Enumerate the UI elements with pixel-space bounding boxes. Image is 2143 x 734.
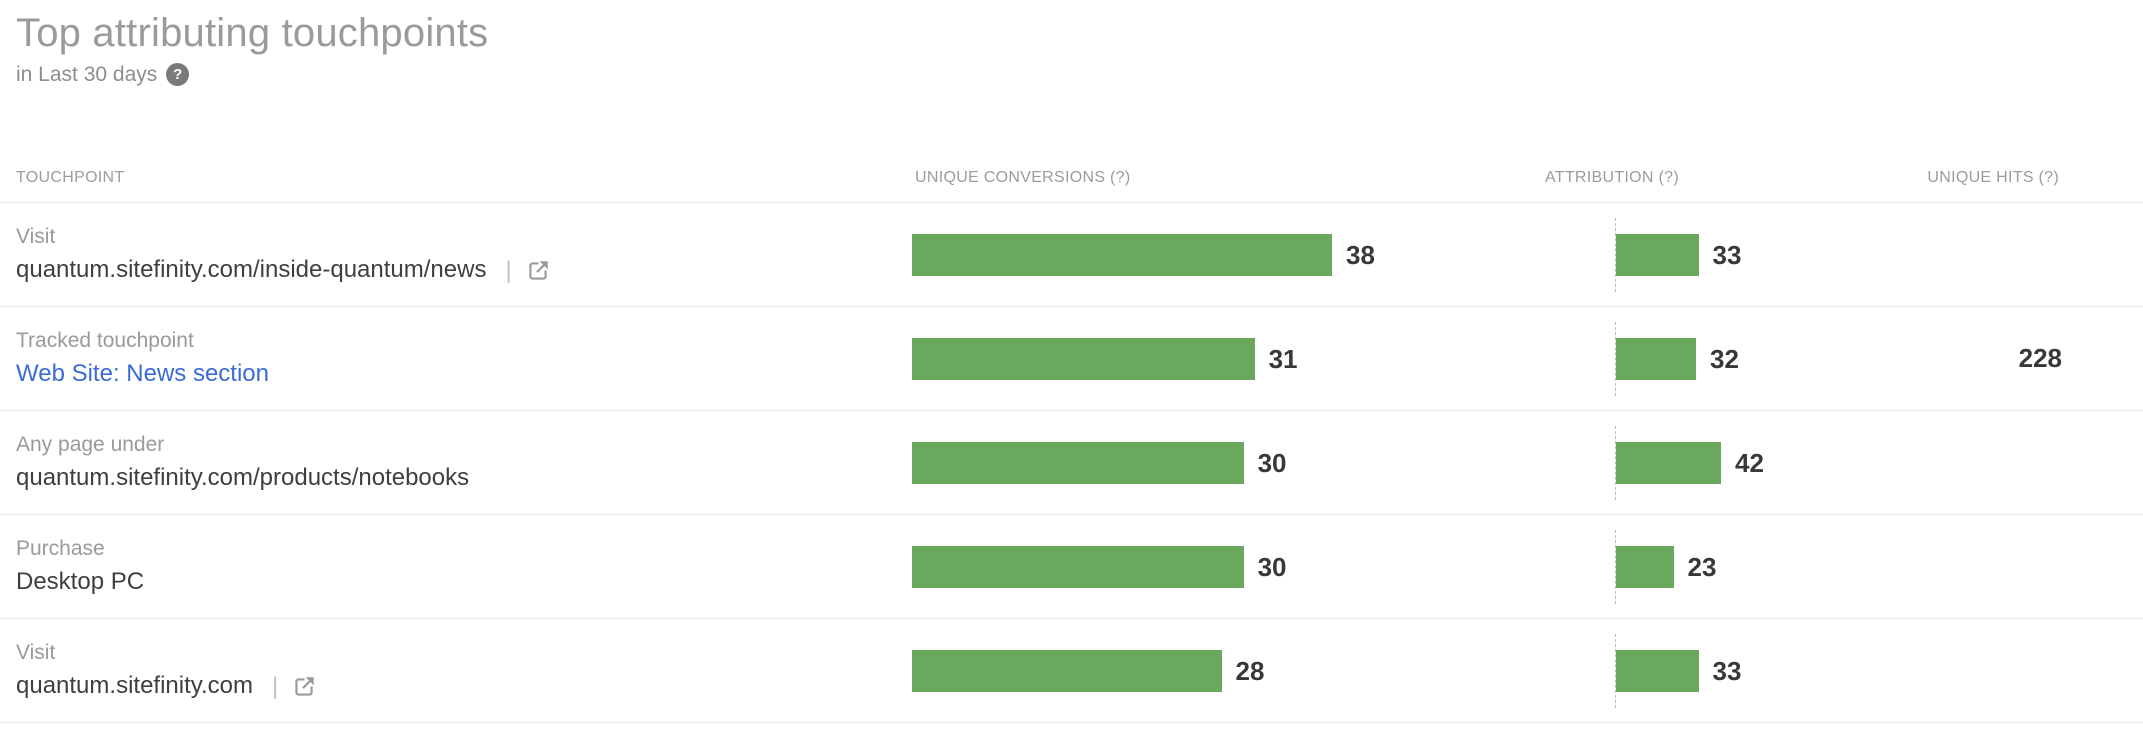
column-header-unique-hits: UNIQUE HITS (?): [1927, 169, 2059, 187]
attribution-value: 33: [1712, 239, 1742, 270]
attribution-cell: 23: [1515, 515, 1860, 618]
table-row: Any page under quantum.sitefinity.com/pr…: [0, 411, 2143, 516]
attribution-axis: [1615, 425, 1721, 500]
conversions-value: 28: [1235, 655, 1265, 686]
column-header-unique-conversions: UNIQUE CONVERSIONS (?): [915, 169, 1131, 187]
touchpoints-table: TOUCHPOINT UNIQUE CONVERSIONS (?) ATTRIB…: [0, 87, 2143, 724]
table-row: Visit quantum.sitefinity.com | 28: [0, 619, 2143, 724]
touchpoint-type-label: Purchase: [16, 537, 105, 561]
attribution-value: 32: [1710, 343, 1739, 374]
conversions-bar: [912, 649, 1222, 692]
touchpoint-type-label: Visit: [16, 641, 56, 665]
unique-conversions-cell: 30: [882, 411, 1515, 514]
attribution-axis: [1615, 217, 1699, 292]
attribution-axis: [1615, 321, 1696, 396]
attribution-axis: [1615, 633, 1699, 708]
attribution-cell: 42: [1515, 411, 1860, 514]
touchpoint-cell: Tracked touchpoint Web Site: News sectio…: [0, 328, 882, 389]
attribution-bar: [1616, 649, 1699, 692]
attribution-bar: [1616, 233, 1699, 276]
conversions-bar: [912, 441, 1244, 484]
unique-conversions-cell: 28: [882, 619, 1515, 722]
table-row: Visit quantum.sitefinity.com/inside-quan…: [0, 203, 2143, 308]
unique-conversions-cell: 30: [882, 515, 1515, 618]
subtitle-row: in Last 30 days ?: [16, 62, 2143, 87]
help-icon[interactable]: ?: [166, 63, 190, 87]
unique-conversions-cell: 38: [882, 203, 1515, 306]
conversions-value: 38: [1346, 239, 1375, 270]
touchpoint-cell: Visit quantum.sitefinity.com/inside-quan…: [0, 224, 882, 285]
conversions-bar: [912, 337, 1255, 380]
attribution-cell: 32: [1515, 307, 1860, 410]
attribution-bar: [1616, 545, 1674, 588]
touchpoint-cell: Any page under quantum.sitefinity.com/pr…: [0, 432, 882, 493]
divider: |: [505, 256, 512, 284]
touchpoint-name: Desktop PC: [16, 568, 145, 596]
conversions-bar: [912, 233, 1332, 276]
unique-hits-value: 228: [2018, 343, 2062, 374]
table-row: Tracked touchpoint Web Site: News sectio…: [0, 307, 2143, 412]
page-title: Top attributing touchpoints: [16, 11, 489, 55]
touchpoint-cell: Purchase Desktop PC: [0, 536, 882, 597]
attribution-cell: 33: [1515, 203, 1860, 306]
touchpoint-link[interactable]: Web Site: News section: [16, 360, 269, 388]
table-header-row: TOUCHPOINT UNIQUE CONVERSIONS (?) ATTRIB…: [0, 87, 2143, 204]
touchpoint-cell: Visit quantum.sitefinity.com |: [0, 640, 882, 701]
touchpoint-type-label: Visit: [16, 225, 56, 249]
conversions-bar: [912, 545, 1244, 588]
attribution-bar: [1616, 441, 1721, 484]
conversions-value: 30: [1257, 447, 1287, 478]
table-row: Purchase Desktop PC 30 23: [0, 515, 2143, 620]
conversions-value: 30: [1257, 551, 1287, 582]
touchpoint-name: quantum.sitefinity.com/products/notebook…: [16, 464, 470, 492]
touchpoint-name: quantum.sitefinity.com: [16, 672, 253, 700]
touchpoint-type-label: Tracked touchpoint: [16, 329, 194, 353]
date-range-label: in Last 30 days: [16, 63, 158, 86]
external-link-icon[interactable]: [291, 674, 317, 700]
touchpoint-name: quantum.sitefinity.com/inside-quantum/ne…: [16, 256, 487, 284]
conversions-value: 31: [1268, 343, 1298, 374]
unique-conversions-cell: 31: [882, 307, 1515, 410]
attribution-bar: [1616, 337, 1696, 380]
column-header-touchpoint: TOUCHPOINT: [16, 169, 125, 187]
touchpoint-type-label: Any page under: [16, 433, 165, 457]
divider: |: [272, 672, 279, 700]
attribution-value: 42: [1735, 447, 1764, 478]
external-link-icon[interactable]: [525, 258, 551, 284]
unique-hits-cell: 228: [1860, 343, 2143, 374]
attribution-cell: 33: [1515, 619, 1860, 722]
widget-header: Top attributing touchpoints in Last 30 d…: [0, 0, 2143, 87]
attribution-value: 33: [1712, 655, 1742, 686]
attribution-axis: [1615, 529, 1674, 604]
attribution-value: 23: [1687, 551, 1717, 582]
column-header-attribution: ATTRIBUTION (?): [1545, 169, 1679, 187]
